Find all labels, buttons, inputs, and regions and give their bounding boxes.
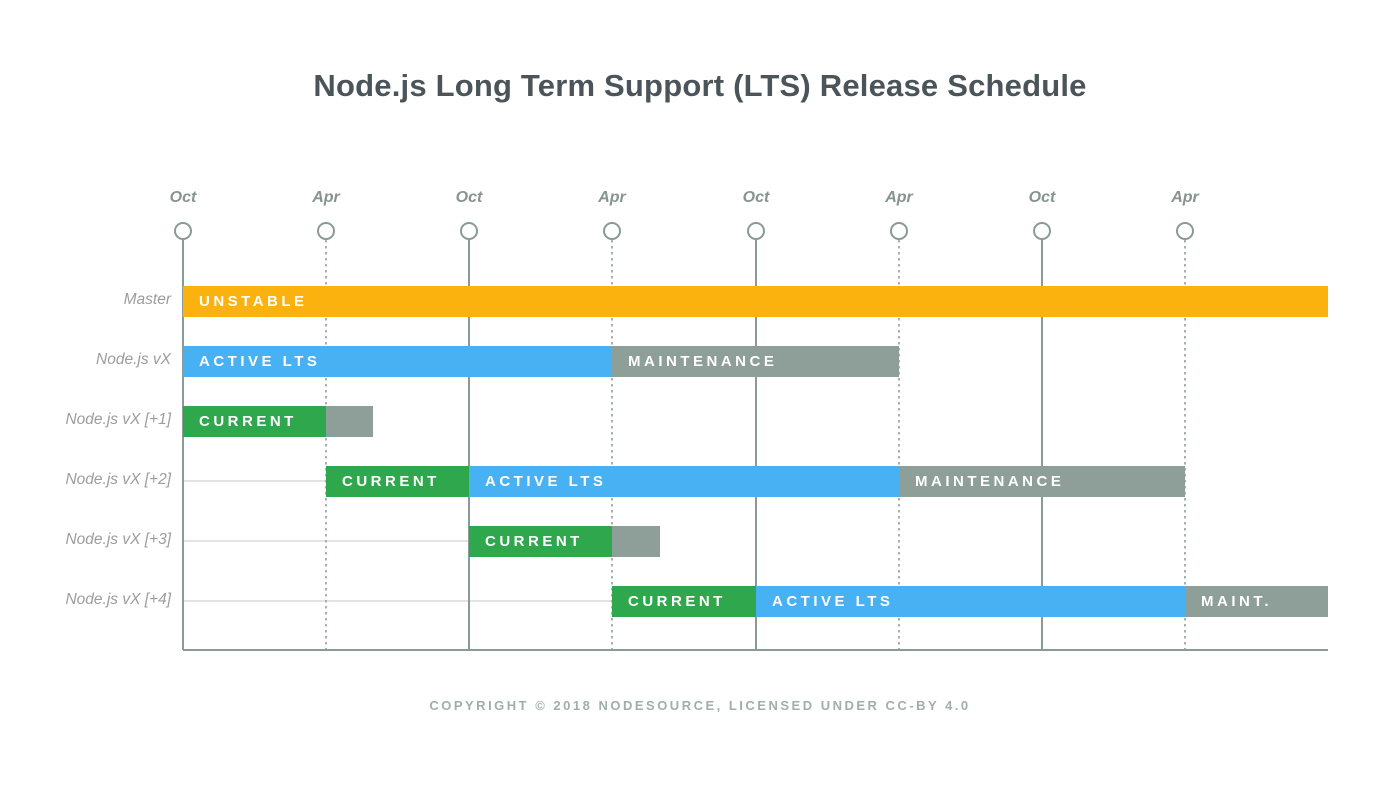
row-leader-line — [183, 600, 612, 602]
axis-tick-label-oct-6: Oct — [1028, 189, 1056, 206]
timeline-bar-maintenance — [612, 526, 660, 557]
timeline-bar-maintenance: MAINTENANCE — [612, 346, 899, 377]
timeline-bar-current: CURRENT — [612, 586, 756, 617]
axis-tick-marker-icon — [174, 222, 192, 240]
grid-line-dashed — [325, 240, 327, 650]
axis-tick-label-apr-5: Apr — [885, 189, 913, 206]
timeline-bar-active-lts: ACTIVE LTS — [469, 466, 899, 497]
page-title: Node.js Long Term Support (LTS) Release … — [313, 68, 1087, 103]
row-label: Node.js vX [+1] — [65, 411, 171, 428]
row-label: Node.js vX — [96, 351, 171, 368]
grid-line-solid — [468, 240, 470, 650]
axis-tick-label-oct-4: Oct — [742, 189, 770, 206]
grid-line-dashed — [611, 240, 613, 650]
axis-tick-label-apr-7: Apr — [1171, 189, 1199, 206]
grid-line-solid — [182, 240, 184, 650]
x-axis-baseline — [183, 649, 1328, 651]
grid-line-solid — [755, 240, 757, 650]
axis-tick-label-oct-2: Oct — [455, 189, 483, 206]
axis-tick-marker-icon — [603, 222, 621, 240]
axis-tick-label-apr-1: Apr — [312, 189, 340, 206]
axis-tick-marker-icon — [747, 222, 765, 240]
axis-tick-marker-icon — [460, 222, 478, 240]
row-label: Node.js vX [+3] — [65, 531, 171, 548]
row-label: Master — [123, 291, 171, 308]
timeline-bar-active-lts: ACTIVE LTS — [756, 586, 1185, 617]
copyright-text: COPYRIGHT © 2018 NODESOURCE, LICENSED UN… — [429, 698, 971, 713]
grid-line-solid — [1041, 240, 1043, 650]
row-label: Node.js vX [+4] — [65, 591, 171, 608]
axis-tick-marker-icon — [1176, 222, 1194, 240]
axis-tick-label-oct-0: Oct — [169, 189, 197, 206]
grid-line-dashed — [898, 240, 900, 650]
timeline-bar-maint: MAINT. — [1185, 586, 1328, 617]
timeline-bar-current: CURRENT — [326, 466, 469, 497]
timeline-bar-active-lts: ACTIVE LTS — [183, 346, 612, 377]
axis-tick-marker-icon — [890, 222, 908, 240]
timeline-bar-maintenance — [326, 406, 373, 437]
timeline-bar-current: CURRENT — [183, 406, 326, 437]
axis-tick-marker-icon — [1033, 222, 1051, 240]
axis-tick-marker-icon — [317, 222, 335, 240]
grid-line-dashed — [1184, 240, 1186, 650]
axis-tick-label-apr-3: Apr — [598, 189, 626, 206]
timeline-bar-unstable: UNSTABLE — [183, 286, 1328, 317]
timeline-bar-current: CURRENT — [469, 526, 612, 557]
row-leader-line — [183, 480, 326, 482]
row-label: Node.js vX [+2] — [65, 471, 171, 488]
timeline-bar-maintenance: MAINTENANCE — [899, 466, 1185, 497]
